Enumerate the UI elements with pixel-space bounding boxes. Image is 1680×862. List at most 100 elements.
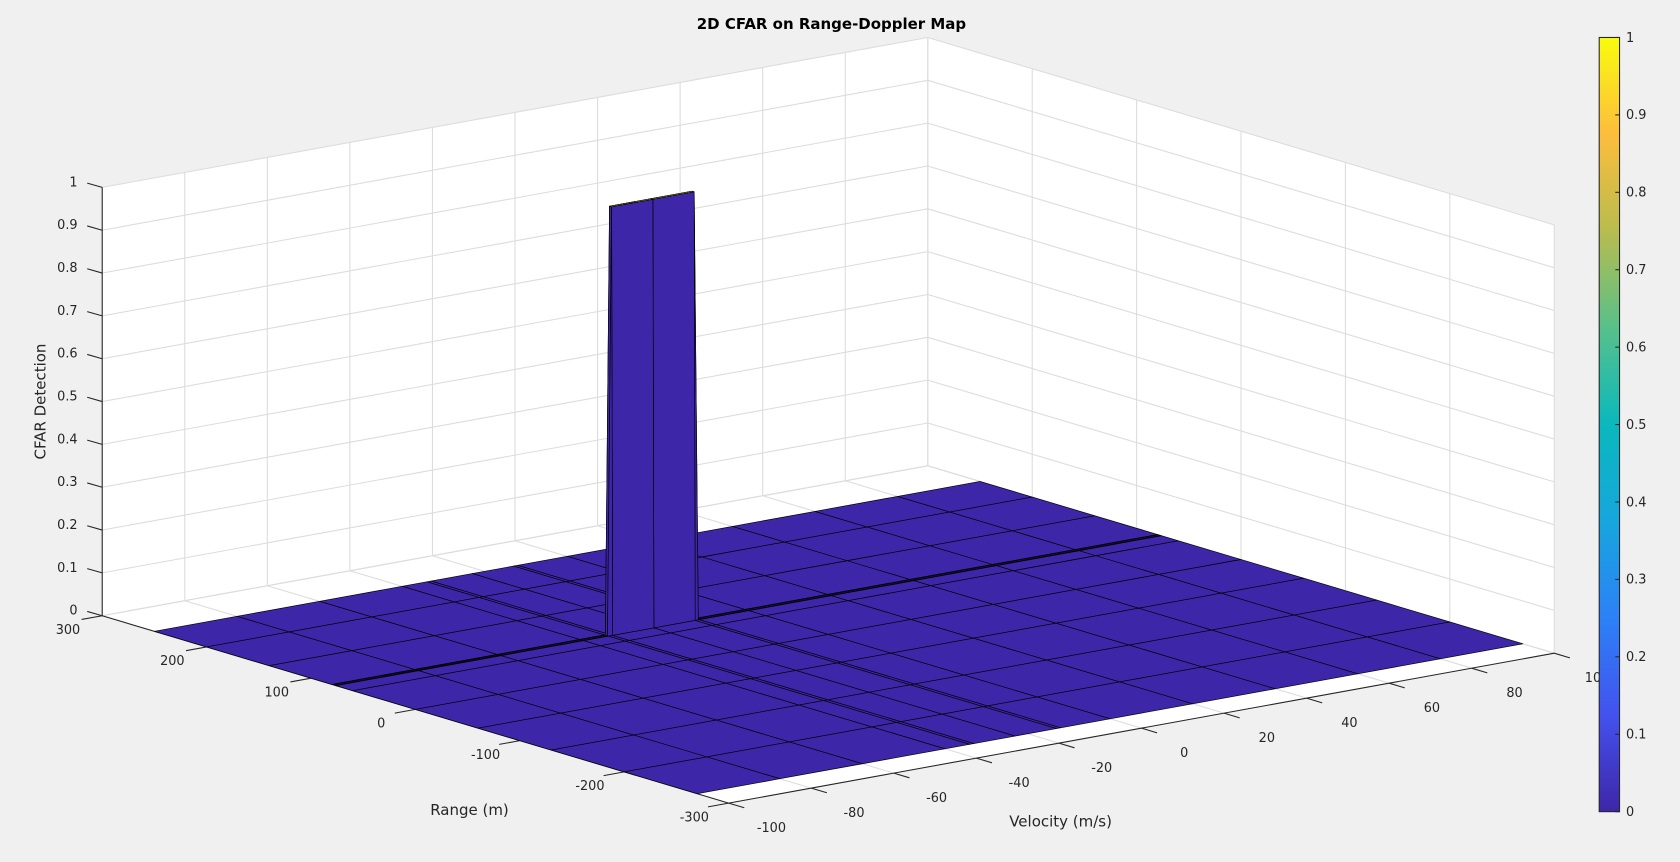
surface-face	[623, 756, 781, 795]
x-tick-mark	[1306, 697, 1323, 704]
x-tick-mark	[1058, 742, 1075, 749]
z-grid-line	[102, 465, 928, 617]
surface	[154, 190, 1524, 795]
x-tick-mark	[728, 802, 745, 809]
y-tick-mark	[707, 802, 729, 808]
z-grid-line	[102, 293, 928, 445]
surface-face	[652, 191, 696, 629]
x-tick-mark	[1223, 712, 1240, 719]
y-tick-mark	[394, 708, 416, 714]
x-tick-mark	[1554, 652, 1571, 659]
z-tick-mark	[87, 225, 103, 231]
colorbar-tick-label: 0.8	[1626, 186, 1646, 201]
z-grid-line	[102, 379, 928, 531]
y-tick-mark	[81, 615, 103, 620]
chart-title: 2D CFAR on Range-Doppler Map	[697, 15, 967, 33]
x-tick-label: -60	[926, 791, 947, 806]
y-tick-label: -100	[471, 748, 500, 763]
colorbar-tick-label: 0.6	[1626, 340, 1646, 355]
colorbar-tick-label: 0.3	[1626, 573, 1646, 588]
y-tick-label: 100	[265, 685, 290, 700]
z-grid-line	[102, 122, 928, 274]
z-grid-line	[927, 293, 1555, 483]
axes: -100-80-60-40-20020406080100-300-200-100…	[56, 175, 1610, 836]
z-tick-label: 0.7	[57, 304, 77, 319]
x-tick-label: 80	[1506, 686, 1522, 701]
x-axis-line	[728, 652, 1555, 804]
z-tick-label: 0.1	[57, 561, 77, 576]
z-tick-label: 1	[69, 175, 77, 190]
x-tick-mark	[1141, 727, 1158, 734]
z-grid-line	[927, 422, 1555, 611]
z-grid-line	[927, 208, 1555, 397]
z-tick-label: 0.4	[57, 432, 77, 447]
z-tick-mark	[87, 268, 103, 274]
colorbar: 0 0.1 0.2 0.3 0.4 0.5 0.6 0.7 0.8 0.9 1	[1598, 31, 1646, 820]
z-grid-line	[102, 422, 928, 574]
z-grid-line	[927, 122, 1555, 312]
y-tick-mark	[290, 677, 312, 683]
colorbar-tick-label: 0	[1626, 805, 1634, 820]
y-axis-label: Range (m)	[430, 801, 509, 819]
z-tick-mark	[87, 610, 103, 617]
colorbar-tick-label: 0.7	[1626, 263, 1646, 278]
z-tick-mark	[87, 525, 103, 531]
z-tick-label: 0.8	[57, 261, 77, 276]
x-tick-label: 40	[1341, 716, 1357, 731]
colorbar-tick-label: 0.4	[1626, 495, 1646, 510]
x-tick-mark	[811, 787, 828, 794]
z-grid-line	[927, 36, 1555, 226]
z-grid-line	[927, 79, 1555, 269]
y-tick-label: 200	[160, 654, 185, 669]
x-tick-mark	[1471, 667, 1488, 674]
z-grid-line	[927, 379, 1555, 569]
y-tick-mark	[603, 771, 625, 777]
x-tick-label: -40	[1009, 776, 1030, 791]
z-grid-line	[102, 79, 928, 231]
x-tick-label: 60	[1424, 701, 1440, 716]
x-tick-label: -80	[844, 806, 865, 821]
x-tick-label: -20	[1091, 761, 1112, 776]
z-tick-mark	[87, 439, 103, 445]
z-grid-line	[102, 251, 928, 403]
y-tick-label: -200	[575, 779, 604, 794]
z-grid-line	[927, 165, 1555, 354]
z-tick-mark	[87, 353, 103, 360]
z-grid-line	[102, 36, 928, 188]
x-tick-mark	[976, 757, 993, 764]
colorbar-tick-label: 0.5	[1626, 418, 1646, 433]
z-grid-line	[927, 251, 1555, 440]
x-tick-label: 0	[1180, 746, 1188, 761]
z-tick-label: 0.2	[57, 518, 77, 533]
surface-face	[611, 198, 655, 636]
y-tick-label: 300	[56, 623, 80, 638]
z-axis-label: CFAR Detection	[31, 344, 49, 460]
colorbar-tick-label: 0.2	[1626, 650, 1646, 665]
z-grid-line	[102, 165, 928, 317]
colorbar-tick-label: 0.1	[1626, 728, 1646, 743]
x-tick-mark	[1388, 682, 1405, 689]
x-tick-label: -100	[757, 821, 786, 836]
colorbar-tick-label: 1	[1626, 31, 1634, 46]
z-tick-mark	[87, 396, 103, 403]
y-tick-label: -300	[680, 810, 709, 825]
z-tick-mark	[87, 482, 103, 488]
z-tick-mark	[87, 311, 103, 317]
y-tick-mark	[185, 646, 207, 652]
z-grid-line	[927, 336, 1555, 526]
x-tick-label: 20	[1259, 731, 1275, 746]
z-tick-label: 0.3	[57, 475, 77, 490]
z-grid-line	[102, 336, 928, 488]
y-tick-mark	[499, 740, 520, 745]
z-tick-label: 0.5	[57, 389, 77, 404]
z-tick-label: 0	[69, 604, 77, 619]
z-tick-label: 0.9	[57, 218, 77, 233]
z-tick-mark	[87, 568, 103, 574]
z-tick-mark	[87, 182, 103, 188]
colorbar-tick-label: 0.9	[1626, 108, 1646, 123]
z-tick-label: 0.6	[57, 347, 77, 362]
x-tick-mark	[893, 772, 910, 779]
z-grid-line	[102, 208, 928, 360]
x-axis-label: Velocity (m/s)	[1009, 813, 1112, 831]
